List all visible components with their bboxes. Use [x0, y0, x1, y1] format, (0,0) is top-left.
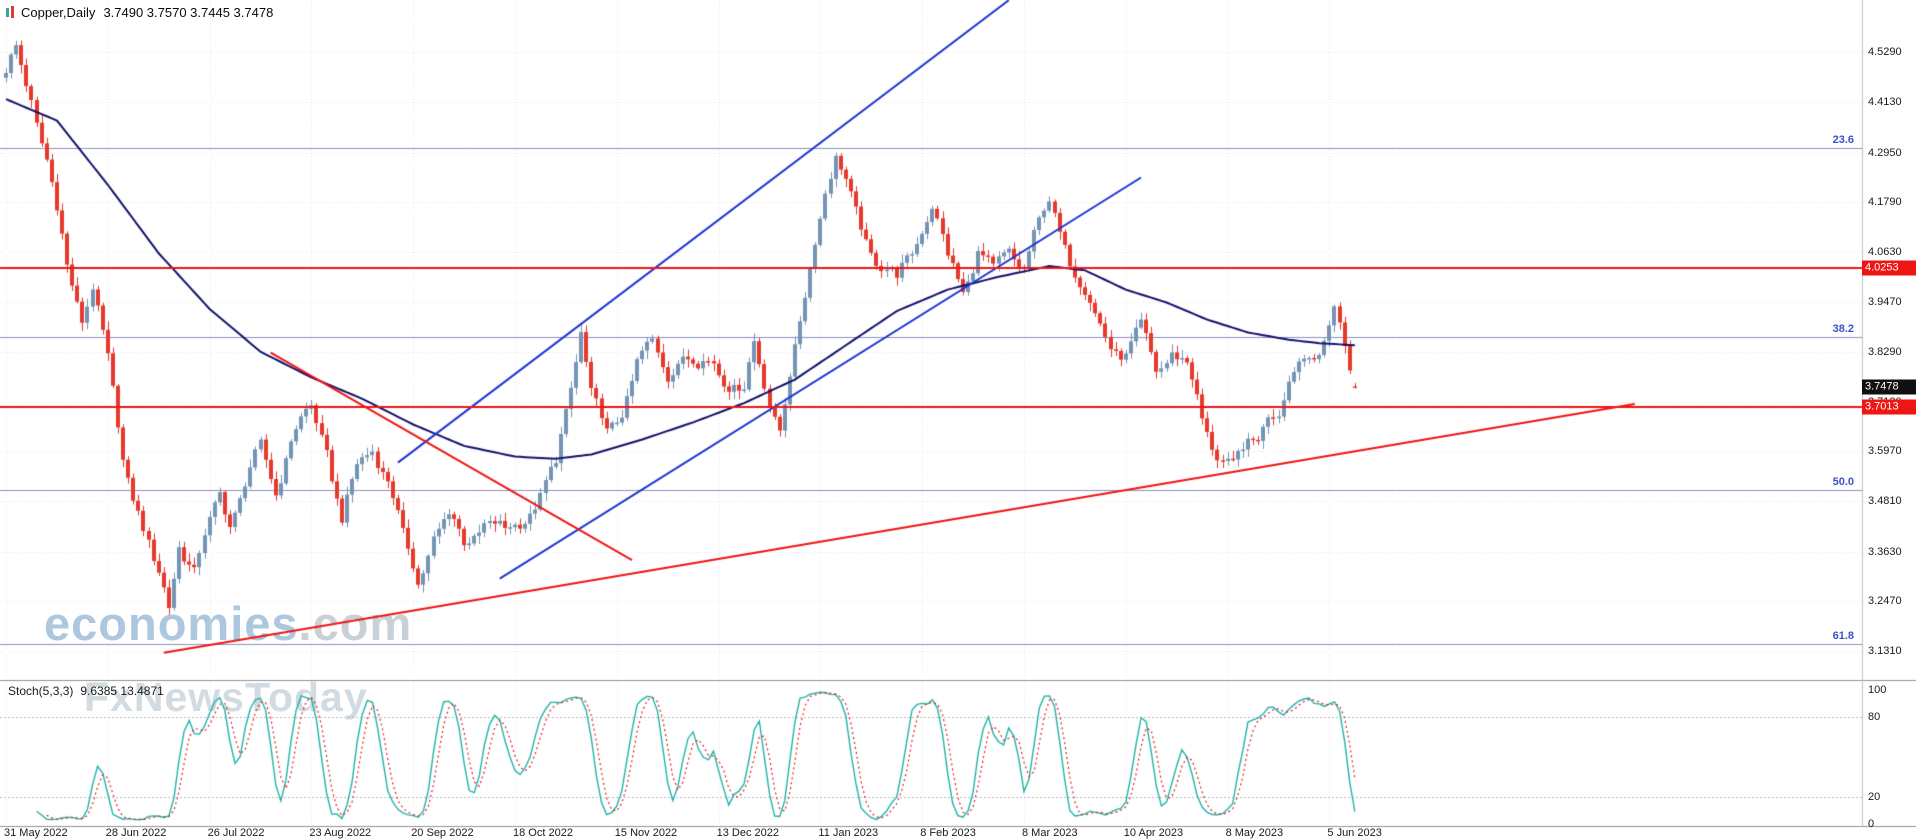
candle-up-glyph	[6, 8, 9, 17]
indicator-name: Stoch(5,3,3)	[8, 684, 74, 698]
candles-icon	[6, 6, 16, 18]
symbol-label: Copper,Daily	[21, 5, 96, 20]
candle-down-glyph	[11, 6, 14, 18]
instrument-label: Copper,Daily 3.7490 3.7570 3.7445 3.7478	[21, 5, 273, 20]
indicator-values: 9.6385 13.4871	[80, 684, 164, 698]
ohlc-values: 3.7490 3.7570 3.7445 3.7478	[103, 5, 274, 20]
stoch-indicator-label: Stoch(5,3,3) 9.6385 13.4871	[8, 684, 164, 698]
